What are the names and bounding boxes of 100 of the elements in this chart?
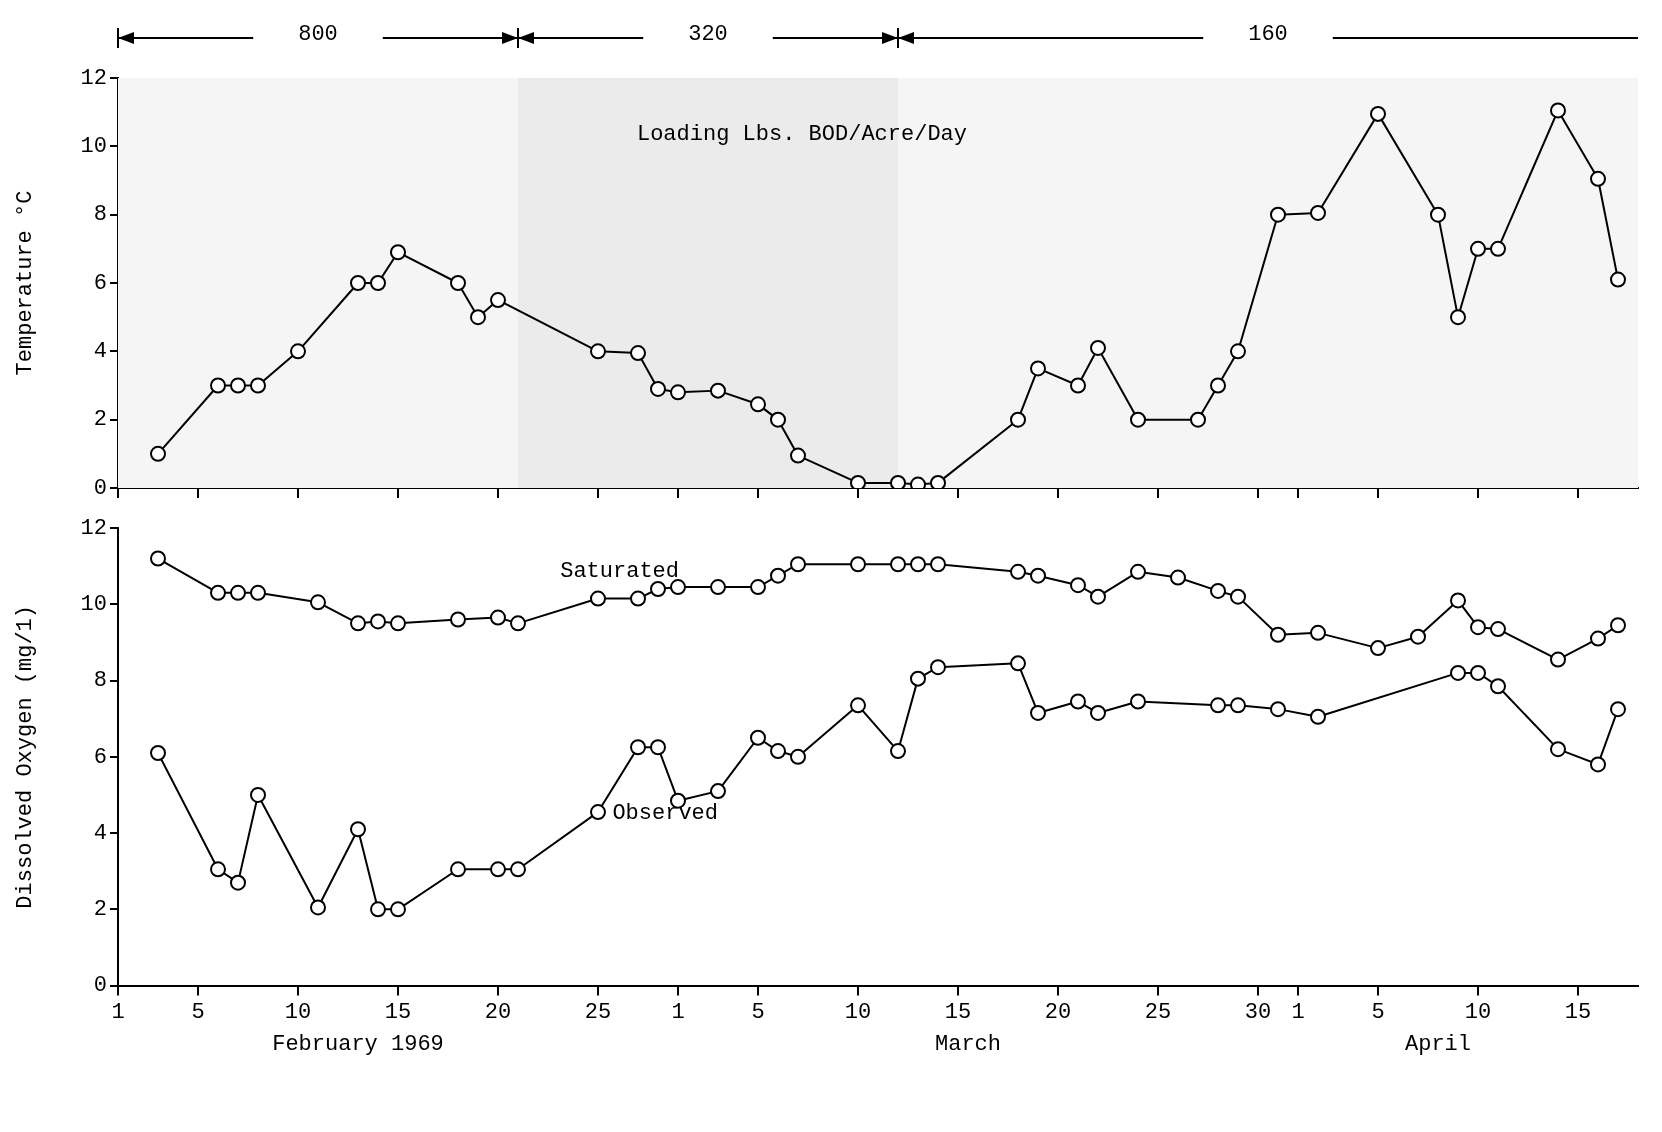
point bbox=[1210, 377, 1226, 394]
x-tick-label: 1 bbox=[1291, 999, 1305, 1025]
point bbox=[910, 556, 926, 573]
point bbox=[510, 861, 526, 878]
point bbox=[1550, 651, 1566, 668]
band-label: 320 bbox=[688, 21, 728, 47]
point bbox=[850, 697, 866, 714]
point bbox=[450, 275, 466, 291]
point bbox=[1410, 628, 1426, 645]
point bbox=[1130, 411, 1146, 428]
point bbox=[1190, 411, 1206, 428]
point bbox=[770, 567, 786, 584]
y-tick-label: 6 bbox=[93, 270, 107, 296]
point bbox=[310, 899, 326, 916]
y-tick-label: 12 bbox=[80, 65, 107, 91]
point bbox=[370, 901, 386, 918]
point bbox=[150, 550, 166, 567]
point bbox=[150, 445, 166, 462]
point bbox=[750, 396, 766, 413]
x-tick-label: 15 bbox=[944, 999, 972, 1025]
y-tick-label: 10 bbox=[80, 592, 107, 618]
point bbox=[250, 584, 266, 601]
point bbox=[1090, 339, 1106, 356]
point bbox=[450, 861, 466, 878]
x-tick-label: 30 bbox=[1244, 999, 1272, 1025]
point bbox=[390, 901, 406, 918]
point bbox=[590, 804, 606, 821]
point bbox=[1090, 588, 1106, 605]
point bbox=[250, 786, 266, 803]
point bbox=[1610, 617, 1626, 634]
point bbox=[1230, 343, 1246, 360]
point bbox=[1590, 756, 1606, 773]
point bbox=[1030, 360, 1046, 377]
point bbox=[1270, 701, 1286, 718]
point bbox=[1490, 678, 1506, 695]
point bbox=[770, 743, 786, 760]
point bbox=[470, 309, 486, 326]
x-tick-label: 15 bbox=[384, 999, 412, 1025]
point bbox=[630, 590, 646, 607]
point bbox=[1310, 708, 1326, 725]
point bbox=[1030, 567, 1046, 584]
text: March bbox=[934, 1032, 1002, 1058]
x-tick-label: 20 bbox=[1044, 999, 1072, 1025]
point bbox=[1170, 569, 1186, 586]
point bbox=[350, 821, 366, 838]
point bbox=[1230, 697, 1246, 714]
point bbox=[310, 594, 326, 611]
point bbox=[590, 343, 606, 360]
text: February 1969 bbox=[272, 1032, 444, 1058]
x-tick-label: 25 bbox=[584, 999, 612, 1025]
point bbox=[890, 556, 906, 573]
point bbox=[750, 579, 766, 596]
point bbox=[210, 377, 226, 394]
series-label: Observed bbox=[612, 801, 719, 827]
x-tick-label: 1 bbox=[111, 999, 125, 1025]
point bbox=[1370, 640, 1386, 657]
point bbox=[930, 659, 946, 676]
point bbox=[1070, 693, 1086, 710]
point bbox=[1450, 592, 1466, 609]
point bbox=[290, 343, 306, 360]
point bbox=[1310, 624, 1326, 641]
point bbox=[1010, 655, 1026, 672]
point bbox=[1070, 377, 1086, 394]
point bbox=[1010, 411, 1026, 428]
point bbox=[1210, 582, 1226, 599]
point bbox=[230, 874, 246, 891]
point bbox=[1090, 704, 1106, 721]
point bbox=[1590, 170, 1606, 187]
point bbox=[1130, 563, 1146, 580]
point bbox=[350, 275, 366, 291]
y-tick-label: 10 bbox=[80, 134, 107, 160]
point bbox=[1030, 704, 1046, 721]
y-tick-label: 8 bbox=[93, 202, 107, 228]
point bbox=[1130, 693, 1146, 710]
text: April bbox=[1404, 1032, 1472, 1058]
x-tick-label: 15 bbox=[1564, 999, 1592, 1025]
point bbox=[1230, 588, 1246, 605]
point bbox=[930, 556, 946, 573]
point bbox=[1610, 271, 1626, 288]
point bbox=[390, 615, 406, 632]
point bbox=[1470, 240, 1486, 257]
point bbox=[1310, 204, 1326, 221]
point bbox=[230, 377, 246, 394]
point bbox=[370, 613, 386, 630]
point bbox=[1610, 701, 1626, 718]
point bbox=[710, 579, 726, 596]
point bbox=[250, 377, 266, 394]
point bbox=[630, 345, 646, 362]
point bbox=[890, 474, 906, 488]
point bbox=[850, 556, 866, 573]
x-tick-label: 1 bbox=[671, 999, 685, 1025]
point bbox=[630, 739, 646, 756]
text: Loading Lbs. BOD/Acre/Day bbox=[636, 121, 968, 147]
point bbox=[210, 584, 226, 601]
point bbox=[710, 783, 726, 800]
point bbox=[1590, 630, 1606, 647]
point bbox=[1010, 563, 1026, 580]
point bbox=[850, 474, 866, 488]
point bbox=[1490, 621, 1506, 638]
point bbox=[890, 743, 906, 760]
